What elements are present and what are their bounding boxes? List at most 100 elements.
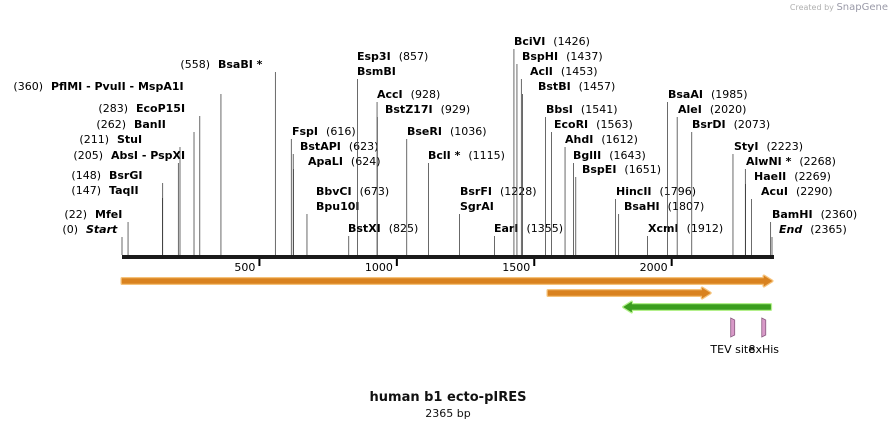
enzyme-site[interactable]: BspEI (1651)	[575, 163, 661, 255]
enzyme-position: (673)	[360, 185, 390, 198]
enzyme-name: HaeII	[754, 170, 786, 183]
enzyme-site[interactable]: End (2365)	[771, 223, 847, 255]
enzyme-site[interactable]: MfeI (22)	[64, 208, 129, 255]
enzyme-name: PflMI - PvuII - MspA1I	[51, 80, 184, 93]
enzyme-name: BsrFI	[460, 185, 492, 198]
enzyme-label: HincII (1796)	[616, 185, 696, 198]
enzyme-site[interactable]: BsaAI (1985)	[667, 88, 748, 255]
enzyme-label: EcoRI (1563)	[554, 118, 633, 131]
enzyme-name: BciVI	[514, 35, 545, 48]
enzyme-position: (148)	[71, 169, 101, 182]
enzyme-name: BamHI	[772, 208, 813, 221]
enzyme-site[interactable]: EcoP15I (283)	[98, 102, 201, 255]
enzyme-site[interactable]: BstAPI (623)	[292, 140, 378, 255]
enzyme-position: (22)	[64, 208, 87, 221]
enzyme-label: EarI (1355)	[494, 222, 563, 235]
enzyme-name: AccI	[377, 88, 403, 101]
enzyme-position: (624)	[351, 155, 381, 168]
enzyme-site[interactable]: EcoRI (1563)	[551, 118, 633, 255]
enzyme-site[interactable]: AcuI (2290)	[750, 185, 833, 255]
enzyme-site[interactable]: Start (0)	[62, 223, 123, 255]
enzyme-site[interactable]: BglII (1643)	[573, 149, 646, 255]
enzyme-label: BamHI (2360)	[772, 208, 857, 221]
feature-arrow[interactable]	[623, 301, 771, 313]
enzyme-name: BstZ17I	[385, 103, 433, 116]
enzyme-site[interactable]: PflMI - PvuII - MspA1I (360)	[13, 80, 222, 255]
enzyme-label: BsaAI (1985)	[668, 88, 748, 101]
enzyme-label: BseRI (1036)	[407, 125, 487, 138]
enzyme-site[interactable]: BciVI (1426)	[513, 35, 590, 255]
enzyme-position: (1426)	[553, 35, 590, 48]
enzyme-site[interactable]: BanII (262)	[96, 118, 195, 255]
enzyme-name: StyI	[734, 140, 758, 153]
enzyme-position: (1643)	[609, 149, 646, 162]
enzyme-label: StyI (2223)	[734, 140, 803, 153]
enzyme-label: ApaLI (624)	[308, 155, 381, 168]
small-feature[interactable]: 8xHis	[748, 317, 779, 356]
enzyme-label: PflMI - PvuII - MspA1I	[51, 80, 184, 93]
enzyme-label: Start	[86, 223, 118, 236]
enzyme-name: BanII	[134, 118, 166, 131]
enzyme-site[interactable]: BstBI (1457)	[522, 80, 615, 255]
enzyme-site[interactable]: BclI * (1115)	[428, 149, 505, 255]
enzyme-site[interactable]: BbvCI (673)Bpu10I	[306, 185, 390, 255]
enzyme-name: AcuI	[761, 185, 788, 198]
enzyme-site[interactable]: FspI (616)	[290, 125, 356, 255]
enzyme-site[interactable]: BsaBI * (558)	[180, 58, 276, 255]
feature-label: TEV site	[709, 343, 755, 356]
enzyme-label: AlwNI * (2268)	[746, 155, 836, 168]
enzyme-site[interactable]: AbsI - PspXI (205)	[73, 149, 185, 255]
enzyme-name: StuI	[117, 133, 142, 146]
enzyme-position: (2360)	[821, 208, 858, 221]
enzyme-label: BsrGI	[109, 169, 142, 182]
enzyme-site[interactable]: BstZ17I (929)	[376, 103, 470, 255]
enzyme-site[interactable]: AleI (2020)	[676, 103, 746, 255]
enzyme-label: AccI (928)	[377, 88, 440, 101]
enzyme-site[interactable]: BsrGI (148)	[71, 169, 164, 255]
snapgene-logo: SnapGene	[836, 2, 888, 13]
enzyme-site[interactable]: AclI (1453)	[520, 65, 597, 255]
enzyme-position: (0)	[62, 223, 78, 236]
enzyme-name: BglII	[573, 149, 601, 162]
enzyme-position: (1228)	[500, 185, 537, 198]
enzyme-site[interactable]: Esp3I (857)BsmBI	[357, 50, 428, 255]
enzyme-site[interactable]: ApaLI (624)	[293, 155, 381, 255]
feature-arrow[interactable]	[121, 275, 773, 287]
map-length: 2365 bp	[425, 407, 471, 420]
enzyme-label: Bpu10I	[316, 200, 360, 213]
feature-arrow[interactable]	[547, 287, 711, 299]
enzyme-label: AleI (2020)	[678, 103, 746, 116]
enzyme-site[interactable]: XcmI (1912)	[647, 222, 723, 255]
enzyme-name: AclI	[530, 65, 553, 78]
enzyme-position: (2020)	[710, 103, 747, 116]
enzyme-position: (2290)	[796, 185, 833, 198]
enzyme-name: BclI *	[428, 149, 461, 162]
enzyme-label: AclI (1453)	[530, 65, 597, 78]
enzyme-site[interactable]: BamHI (2360)	[770, 208, 858, 255]
small-feature[interactable]: TEV site	[709, 317, 755, 356]
enzyme-position: (1912)	[687, 222, 724, 235]
enzyme-site[interactable]: BspHI (1437)	[516, 50, 603, 255]
enzyme-name: BsaHI	[624, 200, 660, 213]
enzyme-site[interactable]: HincII (1796)	[615, 185, 696, 255]
enzyme-label: BanII	[134, 118, 166, 131]
enzyme-site[interactable]: BsrFI (1228) SgrAI	[459, 185, 537, 255]
enzyme-name: HincII	[616, 185, 652, 198]
ruler-tick-label: 500	[234, 261, 255, 274]
enzyme-name: BstAPI	[300, 140, 341, 153]
enzyme-label: XcmI (1912)	[648, 222, 723, 235]
enzyme-site[interactable]: StuI (211)	[79, 133, 181, 255]
enzyme-site[interactable]: EarI (1355)	[494, 222, 563, 255]
enzyme-name: EcoRI	[554, 118, 588, 131]
enzyme-site[interactable]: BseRI (1036)	[406, 125, 487, 255]
enzyme-site[interactable]: HaeII (2269)	[745, 170, 831, 255]
enzyme-site[interactable]: BbsI (1541)	[545, 103, 618, 255]
enzyme-name: BsrGI	[109, 169, 142, 182]
enzyme-site[interactable]: BstXI (825)	[348, 222, 418, 255]
enzyme-label: TaqII	[109, 184, 139, 197]
enzyme-site[interactable]: AhdI (1612)	[564, 133, 638, 255]
enzyme-name: FspI	[292, 125, 318, 138]
feature-marker	[730, 317, 736, 338]
enzyme-site[interactable]: BsrDI (2073)	[691, 118, 770, 255]
enzyme-site[interactable]: StyI (2223)	[732, 140, 803, 255]
